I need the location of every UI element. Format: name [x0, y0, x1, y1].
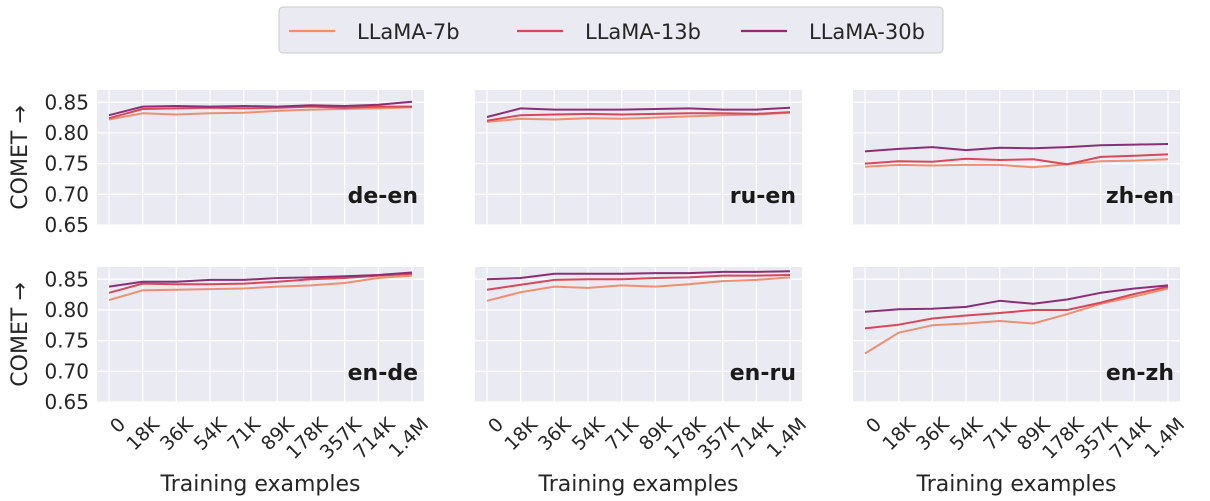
y-tick-label: 0.65	[44, 390, 89, 414]
series-line-ru-en-llama-30b	[486, 106, 791, 118]
series-line-en-de-llama-30b	[108, 271, 413, 288]
x-tick-label: 54K	[568, 413, 610, 455]
x-tick-label: 54K	[946, 413, 988, 455]
legend-entry-llama-30b: LLaMA-30b	[741, 20, 925, 44]
y-tick-label: 0.70	[44, 182, 89, 206]
x-tick-label: 18K	[500, 413, 542, 455]
series-line-de-en-llama-30b	[108, 100, 413, 117]
panel-background	[853, 90, 1180, 225]
y-tick-label: 0.75	[44, 329, 89, 353]
panel-label: zh-en	[1106, 184, 1174, 209]
panel-en-ru: en-ru018K36K54K71K89K178K357K714K1.4MTra…	[475, 267, 811, 497]
series-line-zh-en-llama-13b	[864, 153, 1169, 166]
x-axis-label: Training examples	[538, 472, 739, 497]
panel-label: en-zh	[1106, 361, 1174, 386]
y-tick-label: 0.85	[44, 90, 89, 114]
series-line-en-ru-llama-7b	[486, 276, 791, 302]
x-axis-label: Training examples	[160, 472, 361, 497]
x-tick-label: 71K	[601, 413, 643, 455]
y-tick-label: 0.75	[44, 152, 89, 176]
series-line-zh-en-llama-7b	[864, 158, 1169, 169]
series-line-en-ru-llama-30b	[486, 270, 791, 281]
y-tick-label: 0.65	[44, 213, 89, 237]
legend-label: LLaMA-30b	[809, 20, 925, 44]
x-tick-label: 36K	[912, 413, 954, 455]
y-axis-label: COMET →	[8, 105, 33, 209]
legend-entry-llama-13b: LLaMA-13b	[517, 20, 701, 44]
series-line-de-en-llama-7b	[108, 106, 413, 121]
series-line-zh-en-llama-30b	[864, 143, 1169, 153]
y-tick-label: 0.70	[44, 359, 89, 383]
panel-label: ru-en	[730, 184, 796, 209]
panel-label: en-ru	[730, 361, 796, 386]
panels: de-en 0.85 0.80 0.75 0.70 0.65 COMET → ru-en zh-…	[8, 90, 1189, 497]
x-tick-label: 18K	[122, 413, 164, 455]
panel-label: de-en	[348, 184, 418, 209]
series-line-ru-en-llama-13b	[486, 111, 791, 122]
y-tick-label: 0.85	[44, 267, 89, 291]
series-line-ru-en-llama-7b	[486, 111, 791, 123]
series-line-en-zh-llama-13b	[864, 285, 1169, 330]
legend-label: LLaMA-13b	[585, 20, 701, 44]
y-tick-label: 0.80	[44, 121, 89, 145]
panel-background	[475, 90, 802, 225]
panel-background	[475, 267, 802, 402]
x-tick-label: 71K	[223, 413, 265, 455]
series-line-en-ru-llama-13b	[486, 274, 791, 291]
x-tick-label: 36K	[534, 413, 576, 455]
x-tick-label: 1.4M	[763, 414, 812, 463]
panel-de-en: de-en 0.85 0.80 0.75 0.70 0.65 COMET →	[8, 90, 424, 237]
x-tick-label: 1.4M	[1141, 414, 1190, 463]
legend-entry-llama-7b: LLaMA-7b	[289, 20, 460, 44]
series-line-en-de-llama-7b	[108, 274, 413, 302]
series-line-en-zh-llama-7b	[864, 287, 1169, 355]
series-line-en-zh-llama-30b	[864, 284, 1169, 313]
y-axis-label: COMET →	[8, 282, 33, 386]
legend-label: LLaMA-7b	[357, 20, 460, 44]
x-tick-label: 1.4M	[385, 414, 434, 463]
x-tick-label: 18K	[878, 413, 920, 455]
x-tick-label: 71K	[979, 413, 1021, 455]
legend: LLaMA-7b LLaMA-13b LLaMA-30b	[278, 6, 944, 54]
x-axis-label: Training examples	[916, 472, 1117, 497]
panel-en-zh: en-zh018K36K54K71K89K178K357K714K1.4MTra…	[853, 267, 1189, 497]
y-tick-label: 0.80	[44, 298, 89, 322]
panel-zh-en: zh-en	[853, 90, 1180, 226]
x-tick-label: 36K	[156, 413, 198, 455]
series-line-en-de-llama-13b	[108, 272, 413, 294]
x-tick-label: 54K	[190, 413, 232, 455]
panel-ru-en: ru-en	[475, 90, 802, 226]
legend-frame	[278, 6, 944, 54]
series-line-de-en-llama-13b	[108, 105, 412, 120]
panel-label: en-de	[348, 361, 418, 386]
